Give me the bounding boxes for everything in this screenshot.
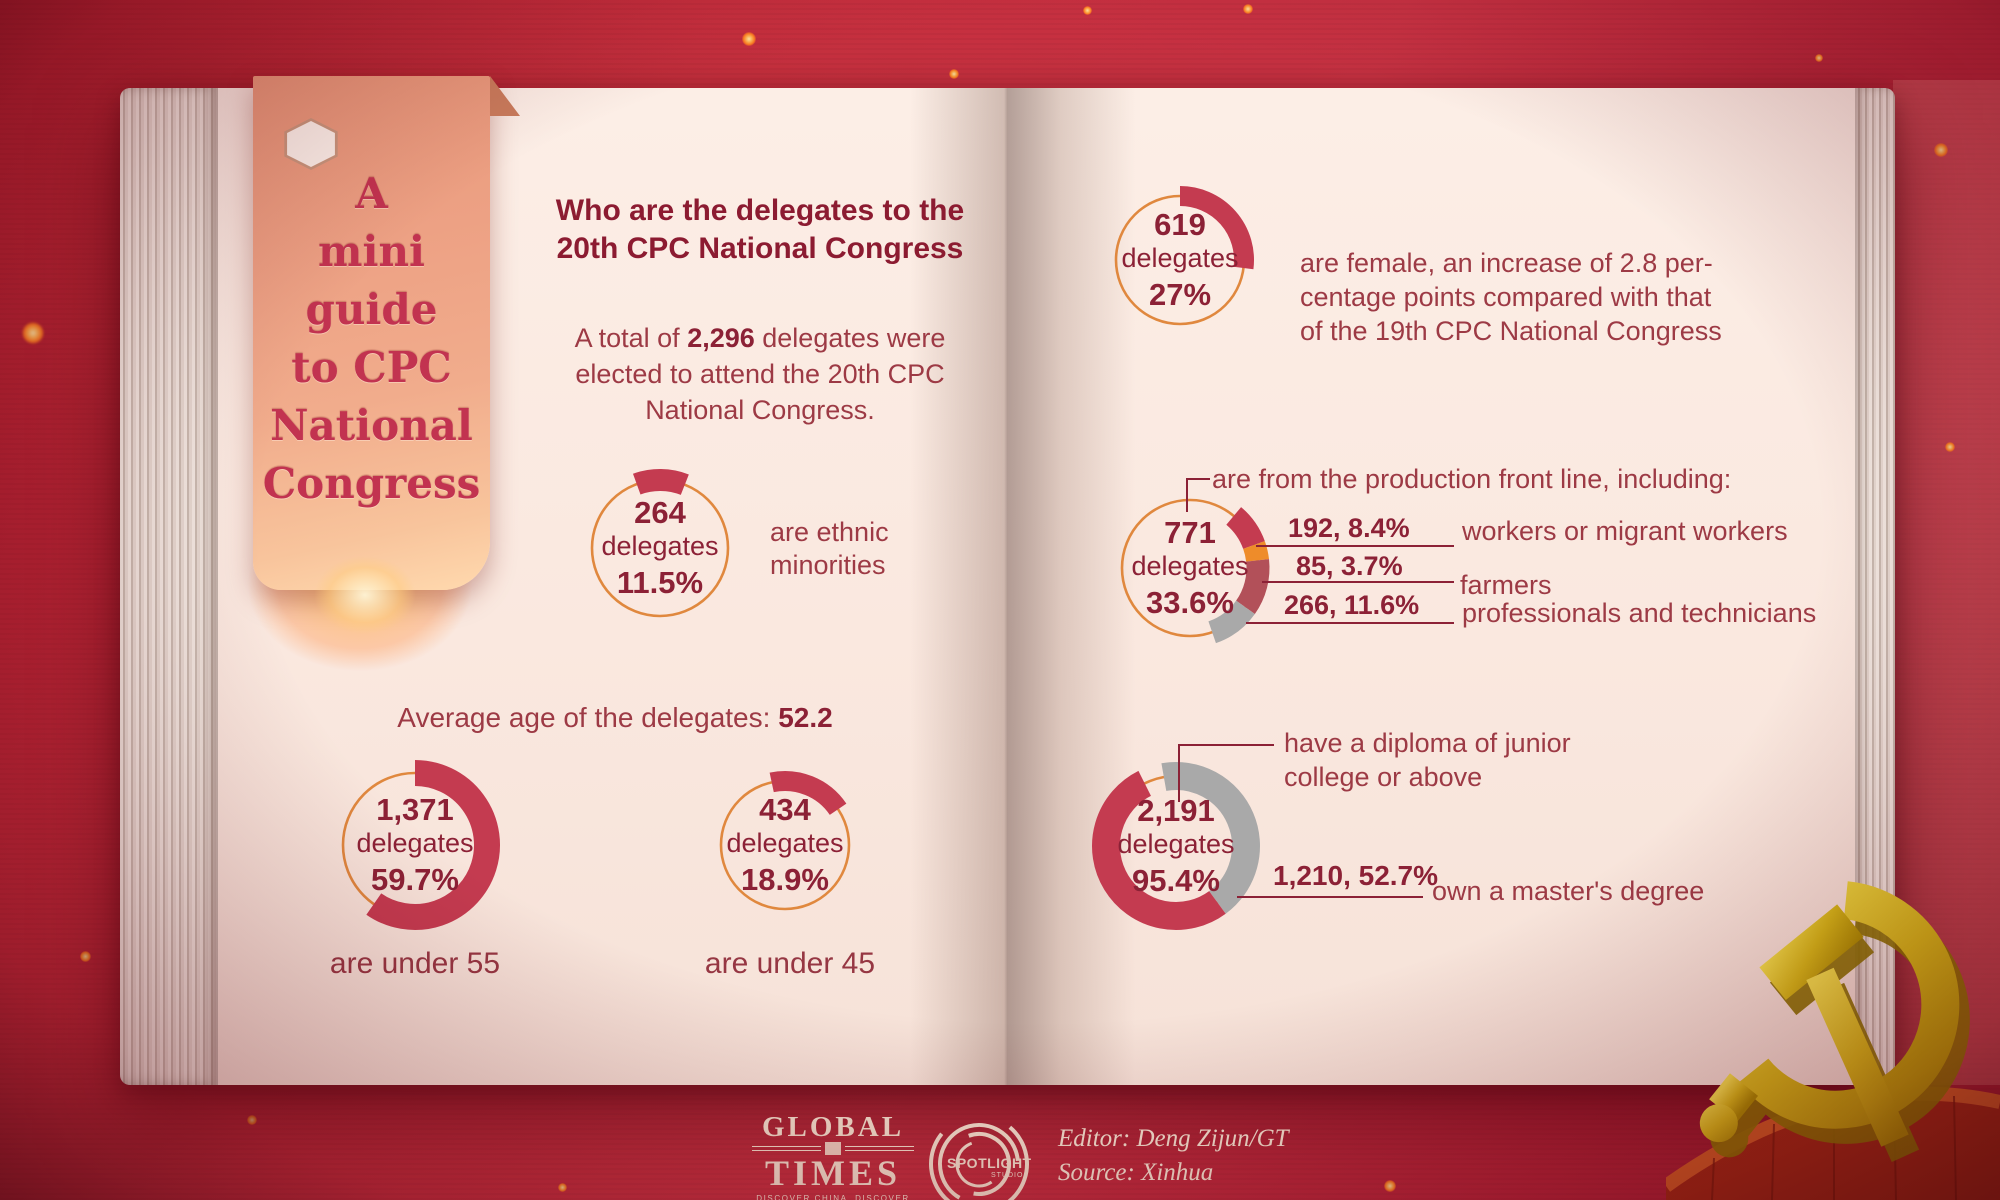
leader-line-education-v xyxy=(1178,744,1180,802)
bookmark-fold xyxy=(490,76,520,116)
donut-under-55: 1,371 delegates 59.7% xyxy=(315,745,515,945)
master-label: own a master's degree xyxy=(1432,876,1705,906)
donut-value: 1,371 xyxy=(376,791,454,827)
credits: Editor: Deng Zijun/GT Source: Xinhua xyxy=(1058,1122,1289,1190)
leader-line-farmers xyxy=(1262,581,1454,583)
hammer-sickle-emblem xyxy=(1699,881,1970,1162)
donut-value: 771 xyxy=(1164,514,1216,550)
caption-under-55: are under 55 xyxy=(329,947,501,980)
farmers-value: 85, 3.7% xyxy=(1296,551,1403,581)
spotlight-arcs-icon xyxy=(929,1114,1029,1200)
spark-ember xyxy=(1815,54,1823,62)
spark-ember xyxy=(1934,143,1948,157)
page-stack-left xyxy=(120,88,218,1085)
donut-percent: 27% xyxy=(1148,277,1212,313)
donut-value: 619 xyxy=(1154,206,1206,242)
donut-percent: 18.9% xyxy=(741,862,829,898)
donut-unit: delegates xyxy=(601,530,719,561)
farmers-label: farmers xyxy=(1460,570,1552,600)
donut-unit: delegates xyxy=(1117,828,1235,859)
donut-unit: delegates xyxy=(356,827,474,858)
global-times-logo: GLOBAL TIMES DISCOVER CHINA, DISCOVER TH… xyxy=(752,1113,914,1200)
spark-ember xyxy=(949,69,959,79)
donut-value: 2,191 xyxy=(1137,792,1215,828)
global-times-logo-top: GLOBAL xyxy=(761,1111,905,1143)
bookmark-title: A mini guide to CPC National Congress xyxy=(253,165,490,513)
donut-production-front-line: 771 delegates 33.6% xyxy=(1095,473,1285,663)
spark-ember xyxy=(742,32,756,46)
bookmark-line: Congress xyxy=(262,459,481,508)
donut-percent: 59.7% xyxy=(371,862,459,898)
donut-unit: delegates xyxy=(1131,550,1249,581)
gt-seal-mark xyxy=(825,1142,841,1155)
spark-ember xyxy=(558,1183,567,1192)
total-delegates-value: 2,296 xyxy=(687,323,755,353)
global-times-logo-bottom: TIMES xyxy=(764,1153,902,1193)
leader-line-professionals xyxy=(1246,622,1454,624)
donut-value: 264 xyxy=(634,494,686,530)
logo-rule xyxy=(845,1146,914,1151)
page-title: Who are the delegates to the 20th CPC Na… xyxy=(555,194,965,265)
donut-percent: 33.6% xyxy=(1146,585,1234,621)
spark-ember xyxy=(1945,442,1955,452)
education-heading: have a diploma of junior college or abov… xyxy=(1284,728,1571,792)
professionals-value: 266, 11.6% xyxy=(1284,590,1420,620)
spark-ember xyxy=(80,951,91,962)
bookmark-line: mini xyxy=(318,227,425,276)
leader-line-workers xyxy=(1256,545,1454,547)
caption-ethnic-minorities: are ethnic minorities xyxy=(770,517,889,580)
donut-education: 2,191 delegates 95.4% xyxy=(1076,746,1276,946)
donut-percent: 95.4% xyxy=(1132,863,1220,899)
donut-ethnic-minorities: 264 delegates 11.5% xyxy=(565,453,755,643)
donut-unit: delegates xyxy=(726,827,844,858)
spark-ember xyxy=(1243,4,1253,14)
spotlight-label: SPOTLIGHT xyxy=(947,1155,1032,1171)
donut-under-45: 434 delegates 18.9% xyxy=(685,745,885,945)
bookmark-line: to CPC xyxy=(291,343,452,392)
bookmark-line: guide xyxy=(305,285,438,334)
workers-label: workers or migrant workers xyxy=(1462,516,1788,546)
spotlight-sub-label: STUDIO xyxy=(991,1172,1024,1179)
spark-ember xyxy=(247,1115,257,1125)
spotlight-logo: SPOTLIGHT STUDIO xyxy=(923,1108,1035,1200)
intro-paragraph: A total of 2,296 delegates were elected … xyxy=(574,323,946,425)
spark-ember xyxy=(1083,6,1092,15)
leader-line-production-h xyxy=(1186,478,1210,480)
donut-unit: delegates xyxy=(1121,242,1239,273)
leader-line-master xyxy=(1237,896,1423,898)
master-value: 1,210, 52.7% xyxy=(1273,860,1439,891)
caption-under-45: are under 45 xyxy=(704,947,876,980)
donut-percent: 11.5% xyxy=(616,565,704,601)
donut-value: 434 xyxy=(759,791,811,827)
leader-line-production-v xyxy=(1186,478,1188,512)
professionals-label: professionals and technicians xyxy=(1462,598,1817,628)
logo-rule xyxy=(752,1146,821,1151)
workers-value: 192, 8.4% xyxy=(1288,513,1410,543)
leader-line-education-h xyxy=(1178,744,1274,746)
global-times-tagline: DISCOVER CHINA, DISCOVER THE WORLD xyxy=(756,1194,910,1200)
credit-editor: Editor: Deng Zijun/GT xyxy=(1058,1125,1289,1152)
bookmark-line: National xyxy=(270,401,473,450)
production-heading: are from the production front line, incl… xyxy=(1212,464,1732,494)
bookmark-line: A xyxy=(355,169,388,218)
donut-female: 619 delegates 27% xyxy=(1090,170,1270,350)
credit-source: Source: Xinhua xyxy=(1058,1159,1214,1186)
caption-female: are female, an increase of 2.8 per- cent… xyxy=(1300,248,1722,346)
spark-ember xyxy=(22,322,44,344)
average-age-value: 52.2 xyxy=(778,702,833,733)
spark-ember xyxy=(1384,1180,1396,1192)
average-age-line: Average age of the delegates: 52.2 xyxy=(397,702,833,733)
